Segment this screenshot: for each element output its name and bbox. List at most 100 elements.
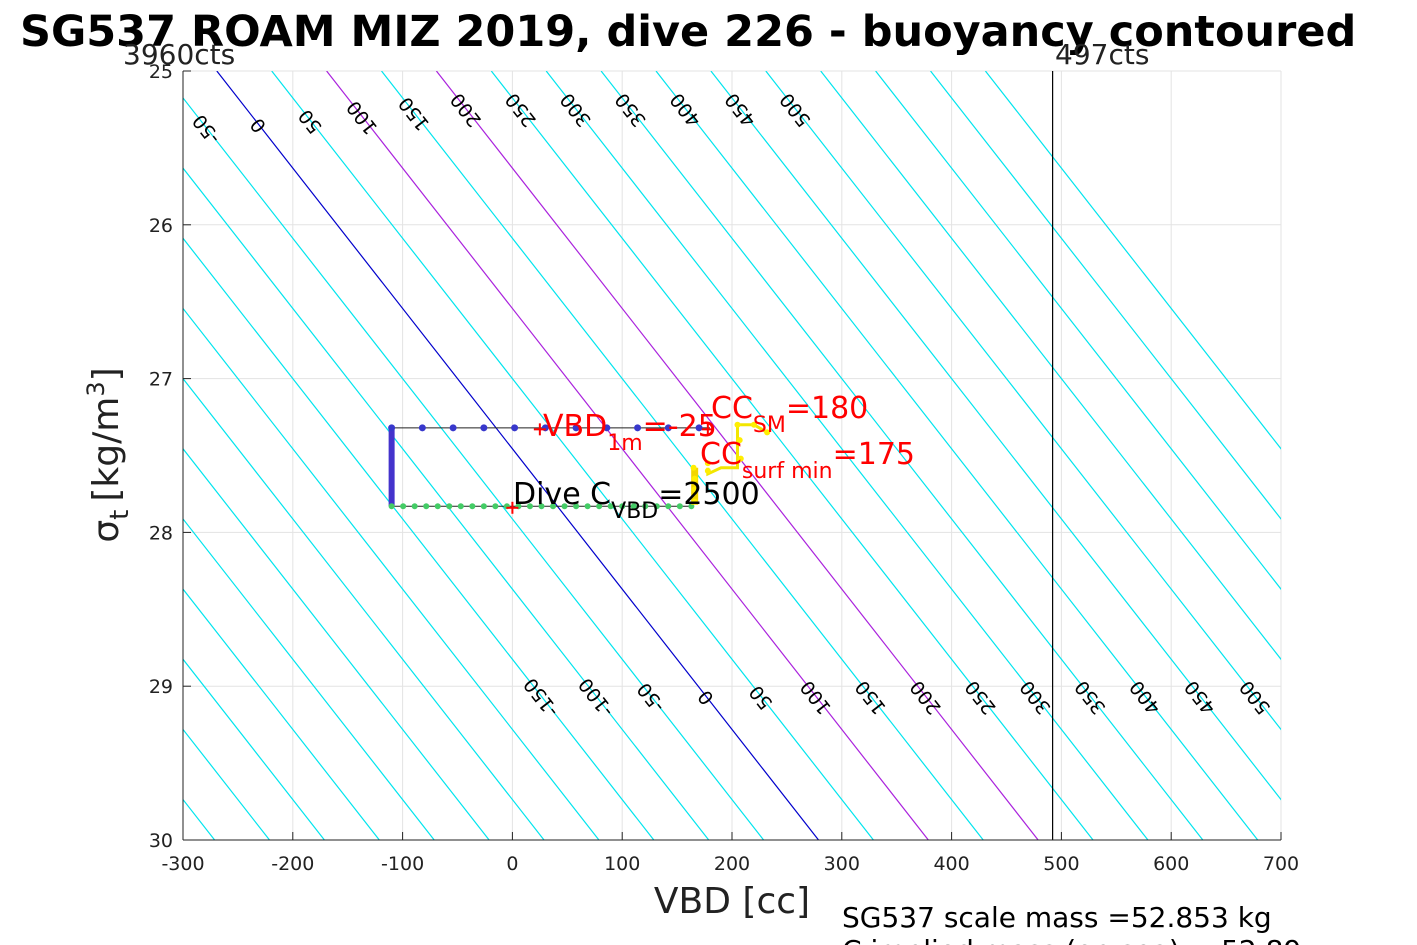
contour-line [765,71,1281,731]
contour-line [183,167,710,840]
contour-line [600,71,1204,840]
contour-line [183,447,490,840]
track-point [388,503,395,510]
contour-label-top: 200 [446,89,486,131]
y-label-sup: 3 [82,381,110,396]
contour-label-bottom: 450 [1180,676,1220,718]
contour-line [655,71,1259,840]
y-tick-label: 26 [149,215,173,237]
track-point [480,424,488,432]
track-point-yellow [736,437,743,444]
track-point [434,503,441,510]
track-point [449,424,457,432]
contour-label-bottom: 250 [961,676,1001,718]
contour-label-bottom: 400 [1126,676,1166,718]
contour-line [984,71,1281,450]
contour-line [710,71,1281,801]
contour-line [545,71,1149,840]
contour-line [183,517,435,840]
x-tick-label: 700 [1263,853,1299,875]
dive-c-vbd-label: Dive CVBD=2500 [513,477,760,524]
x-tick-label: 600 [1153,853,1189,875]
contour-label-top: 450 [721,89,761,131]
contour-label-bottom: 300 [1016,676,1056,718]
track-point-yellow [691,486,698,493]
contour-line [271,71,874,840]
contour-label-top: 250 [501,89,541,131]
track-point [630,503,637,510]
contour-label-bottom: 200 [906,676,946,718]
footnote-implied-mass: C implied mass (on sea) = 52.89 [842,934,1301,945]
contour-label-bottom: 100 [796,676,836,718]
track-point-yellow [734,421,741,428]
track-point [418,424,426,432]
contour-label-bottom: 150 [851,676,891,718]
right-count-label: 497cts [1055,38,1149,71]
track-point [572,424,580,432]
track-point-yellow [704,467,711,474]
contour-line [216,71,819,840]
contour-label-top: 150 [394,93,434,135]
track-point [676,503,683,510]
track-point-yellow [704,460,711,467]
x-tick-label: -300 [161,853,204,875]
contour-line [183,96,765,840]
axes: -300 -200 -100 0 100 200 300 400 500 600 700252627… [149,61,1299,875]
contour-line [381,71,984,840]
track-point [603,424,611,432]
x-tick-label: -100 [381,853,424,875]
contour-line [0,71,50,840]
contour-line [326,71,929,840]
contour-label-bottom: 500 [1235,676,1275,718]
track-point [642,503,649,510]
track-point [400,503,407,510]
contour-label-top: 400 [666,89,706,131]
contour-line [930,71,1281,520]
x-tick-label: 100 [604,853,640,875]
contour-label-bottom: 0 [694,686,719,709]
x-tick-label: 500 [1043,853,1079,875]
contour-label-top: 350 [611,89,651,131]
track-point [653,503,660,510]
track-point-yellow [764,429,771,436]
y-label-sub: t [105,510,135,520]
track-point [688,503,695,510]
contour-line [820,71,1281,661]
track-point [695,424,703,432]
track-point [492,503,499,510]
x-tick-label: 200 [714,853,750,875]
contour-label-bottom: -150 [520,674,564,722]
track-point [423,503,430,510]
y-label-symbol: σ [86,520,127,543]
track-point [538,503,545,510]
track-point [511,424,519,432]
y-tick-label: 25 [149,61,173,83]
contour-label-top: 0 [246,114,271,137]
y-axis-label: σt [kg/m3] [82,367,135,542]
track-point-yellow [737,455,744,462]
cc-sm-label: CCSM=180 [711,391,868,438]
track-point [411,503,418,510]
x-tick-label: 300 [824,853,860,875]
track-point [619,503,626,510]
track-point [480,503,487,510]
vbd-1m-label: VBD1m=-25 [543,409,717,456]
x-tick-label: 0 [506,853,518,875]
track-point [446,503,453,510]
contour-line [183,658,325,840]
contour-label-top: 50 [294,105,326,138]
svg-text:σt[kg/m3]: σt [kg/m3] [82,367,135,542]
contour-line [490,71,1094,840]
track-point-yellow [691,498,698,505]
x-tick-label: 400 [933,853,969,875]
left-count-label: 3960cts [123,38,235,71]
track-point [561,503,568,510]
cc-surf-min-label: CCsurf min=175 [700,437,915,484]
contour-label-bottom: -50 [633,678,669,716]
track-point [584,503,591,510]
track-point-yellow [691,475,698,482]
track-point [634,424,642,432]
contour-line [183,588,380,840]
track-point [665,503,672,510]
